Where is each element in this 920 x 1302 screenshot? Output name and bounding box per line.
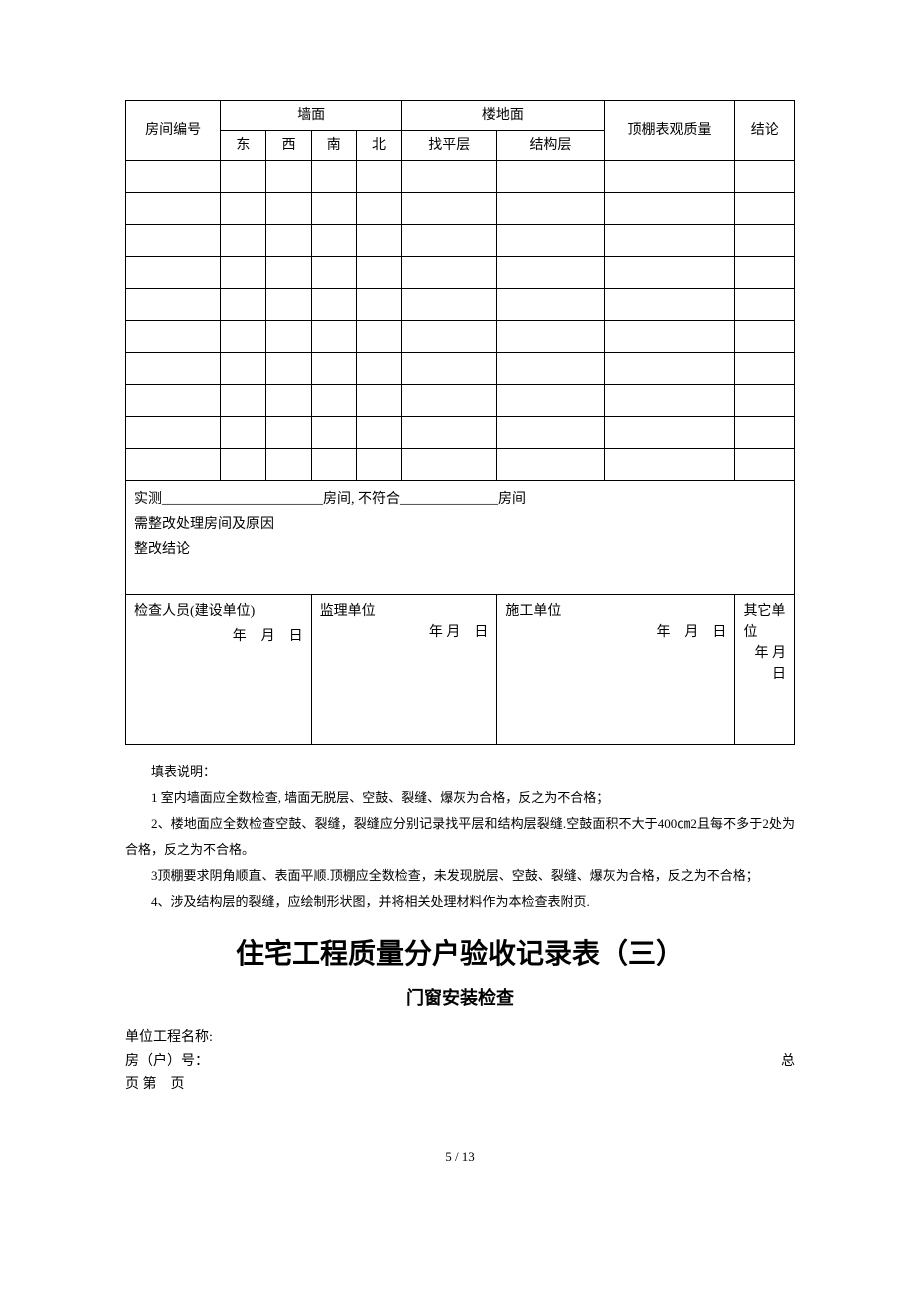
header-wall: 墙面	[221, 101, 402, 131]
signoff-col2-date: 年 月 日	[320, 622, 489, 643]
header-wall-east: 东	[221, 131, 266, 161]
signoff-contractor: 施工单位 年 月 日	[497, 594, 735, 744]
signoff-col3-date: 年 月 日	[505, 622, 726, 643]
inspection-table: 房间编号 墙面 楼地面 顶棚表观质量 结论 东 西 南 北 找平层 结构层 实测…	[125, 100, 795, 745]
signoff-col1-date: 年 月 日	[134, 626, 303, 647]
notes-heading: 填表说明：	[125, 759, 795, 785]
table-row	[126, 321, 795, 353]
signoff-col1-label: 检查人员(建设单位)	[134, 604, 255, 619]
summary-line2: 需整改处理房间及原因	[134, 517, 274, 532]
header-floor-level: 找平层	[402, 131, 497, 161]
table-row	[126, 353, 795, 385]
summary-cell: 实测_______________________房间, 不符合________…	[126, 481, 795, 595]
header-ceiling: 顶棚表观质量	[604, 101, 735, 161]
table-row	[126, 225, 795, 257]
table-row	[126, 385, 795, 417]
summary-line1b: 房间, 不符合	[323, 492, 400, 507]
table-row	[126, 417, 795, 449]
notes-item4: 4、涉及结构层的裂缝，应绘制形状图，并将相关处理材料作为本检查表附页.	[125, 889, 795, 915]
summary-line1a: 实测	[134, 492, 162, 507]
notes-item3: 3顶棚要求阴角顺直、表面平顺.顶棚应全数检查，未发现脱层、空鼓、裂缝、爆灰为合格…	[125, 863, 795, 889]
header-wall-south: 南	[311, 131, 356, 161]
signoff-construction: 检查人员(建设单位) 年 月 日	[126, 594, 312, 744]
header-floor: 楼地面	[402, 101, 604, 131]
signoff-col3-label: 施工单位	[505, 604, 561, 619]
page-number: 5 / 13	[125, 1147, 795, 1167]
header-wall-west: 西	[266, 131, 311, 161]
form-field-project-name: 单位工程名称:	[125, 1026, 795, 1050]
notes-item1: 1 室内墙面应全数检查, 墙面无脱层、空鼓、裂缝、爆灰为合格，反之为不合格；	[125, 785, 795, 811]
form-field-total-label: 总	[781, 1050, 795, 1074]
form-header: 单位工程名称: 房（户）号： 总 页 第 页	[125, 1026, 795, 1097]
summary-line1c: 房间	[498, 492, 526, 507]
notes-section: 填表说明： 1 室内墙面应全数检查, 墙面无脱层、空鼓、裂缝、爆灰为合格，反之为…	[125, 759, 795, 915]
table-row	[126, 193, 795, 225]
notes-item2: 2、楼地面应全数检查空鼓、裂缝，裂缝应分别记录找平层和结构层裂缝.空鼓面积不大于…	[125, 811, 795, 863]
header-wall-north: 北	[356, 131, 401, 161]
summary-line3: 整改结论	[134, 542, 190, 557]
table-row	[126, 289, 795, 321]
form-field-unit-no: 房（户）号：	[125, 1050, 209, 1074]
signoff-supervision: 监理单位 年 月 日	[311, 594, 497, 744]
next-form-title: 住宅工程质量分户验收记录表（三）	[125, 933, 795, 975]
header-conclusion: 结论	[735, 101, 795, 161]
form-field-page: 页 第 页	[125, 1073, 795, 1097]
table-row	[126, 257, 795, 289]
signoff-col2-label: 监理单位	[320, 604, 376, 619]
header-room-no: 房间编号	[126, 101, 221, 161]
next-form-subtitle: 门窗安装检查	[125, 985, 795, 1012]
signoff-col4-date: 年 月 日	[743, 643, 786, 685]
table-row	[126, 161, 795, 193]
signoff-other: 其它单位 年 月 日	[735, 594, 795, 744]
table-row	[126, 449, 795, 481]
header-floor-struct: 结构层	[497, 131, 604, 161]
signoff-col4-label: 其它单位	[743, 604, 785, 640]
